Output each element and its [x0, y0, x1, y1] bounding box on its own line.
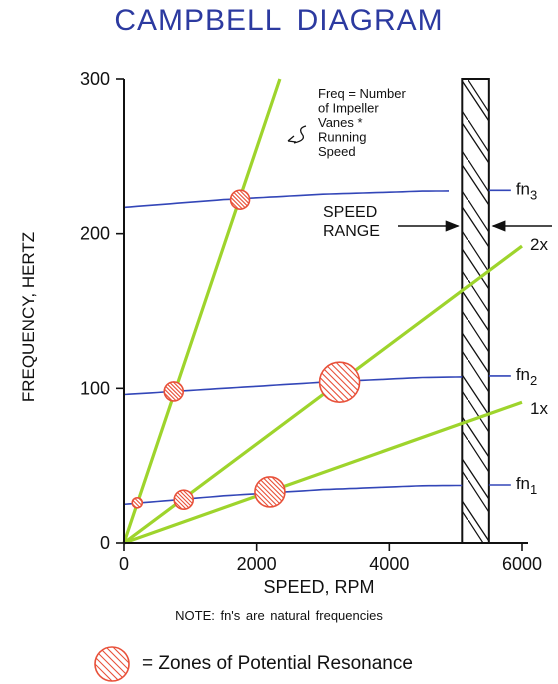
- chart-note: NOTE: fn's are natural frequencies: [175, 608, 383, 623]
- x-axis-label: SPEED, RPM: [263, 577, 374, 597]
- legend: = Zones of Potential Resonance: [92, 644, 413, 684]
- series-line-1x: [123, 400, 523, 545]
- resonance-zone-legend-icon: [94, 646, 130, 682]
- x-tick-label: 0: [119, 554, 129, 574]
- speed-range-label: SPEED RANGE: [323, 204, 380, 240]
- label-fn2: fn2: [516, 365, 537, 388]
- speed-range-hatch: [461, 206, 490, 248]
- label-fn1: fn1: [516, 474, 537, 497]
- legend-label: = Zones of Potential Resonance: [142, 653, 413, 674]
- vane-line-pointer: [287, 125, 307, 144]
- resonance-zone: [163, 381, 185, 402]
- y-axis-label: FREQUENCY, HERTZ: [19, 232, 38, 402]
- resonance-zone: [318, 361, 361, 403]
- speed-range-hatch: [461, 80, 490, 122]
- speed-range-hatch: [461, 122, 490, 164]
- x-tick-label: 2000: [237, 554, 277, 574]
- y-tick-label: 300: [80, 69, 110, 89]
- speed-range-hatch: [461, 290, 490, 332]
- resonance-zone: [254, 476, 286, 508]
- speed-range-hatch: [461, 164, 490, 206]
- speed-range-hatch: [461, 332, 490, 374]
- resonance-zone-fill: [319, 362, 360, 403]
- vane-line-annotation: Freq = Number of Impeller Vanes * Running Sp…: [318, 86, 406, 159]
- resonance-zone-fill: [132, 497, 143, 508]
- y-tick-label: 0: [100, 533, 110, 553]
- chart-title: CAMPBELL DIAGRAM: [114, 4, 444, 37]
- speed-range-hatch: [461, 500, 490, 542]
- label-1x: 1x: [530, 399, 548, 418]
- resonance-zone: [229, 189, 251, 210]
- label-fn3: fn3: [516, 179, 537, 202]
- series-line-vanes: [122, 78, 282, 544]
- series-line-fn3: [123, 190, 450, 209]
- speed-range-hatch: [461, 248, 490, 290]
- resonance-zone: [131, 496, 144, 509]
- speed-range-hatch: [461, 416, 490, 458]
- y-tick-label: 100: [80, 378, 110, 398]
- resonance-zone-fill: [254, 476, 285, 507]
- speed-range-hatch: [461, 458, 490, 500]
- speed-range-hatch: [461, 374, 490, 416]
- y-tick-label: 200: [80, 224, 110, 244]
- x-tick-label: 4000: [369, 554, 409, 574]
- resonance-zone: [173, 489, 194, 510]
- x-tick-label: 6000: [502, 554, 542, 574]
- label-2x: 2x: [530, 235, 548, 254]
